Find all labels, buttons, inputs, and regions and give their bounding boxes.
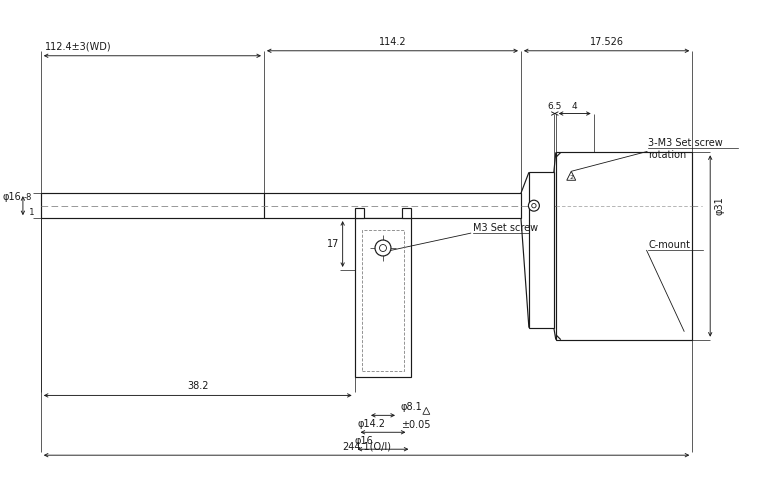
Text: 3-M3 Set screw: 3-M3 Set screw [648,138,724,148]
Circle shape [528,200,540,211]
Text: 112.4±3(WD): 112.4±3(WD) [45,42,112,52]
Text: φ31: φ31 [714,196,724,215]
Bar [402,208,411,218]
Text: 114.2: 114.2 [378,37,407,47]
Circle shape [375,240,391,256]
Bar [355,218,411,377]
Bar [529,172,554,328]
Text: M3 Set screw: M3 Set screw [473,223,538,233]
Bar [41,193,521,218]
Text: 17: 17 [328,239,340,249]
Text: 17.526: 17.526 [590,37,624,47]
Text: 6.5: 6.5 [548,102,562,111]
Text: φ16: φ16 [2,192,21,202]
Text: φ16: φ16 [355,436,373,446]
Text: -8: -8 [24,193,32,202]
Circle shape [532,204,536,208]
Circle shape [379,245,387,251]
Text: C-mount: C-mount [648,240,690,250]
Text: rotation: rotation [648,150,687,160]
Text: φ8.1: φ8.1 [401,402,423,412]
Text: 244.1(O/I): 244.1(O/I) [342,441,391,451]
Bar [362,230,404,371]
Bar [355,208,363,218]
Text: 1: 1 [24,208,34,217]
Text: 2: 2 [569,175,573,180]
Text: φ14.2: φ14.2 [358,419,385,429]
Bar [556,152,692,340]
Text: 38.2: 38.2 [187,381,208,391]
Text: 4: 4 [572,102,578,111]
Text: ±0.05: ±0.05 [401,420,430,430]
